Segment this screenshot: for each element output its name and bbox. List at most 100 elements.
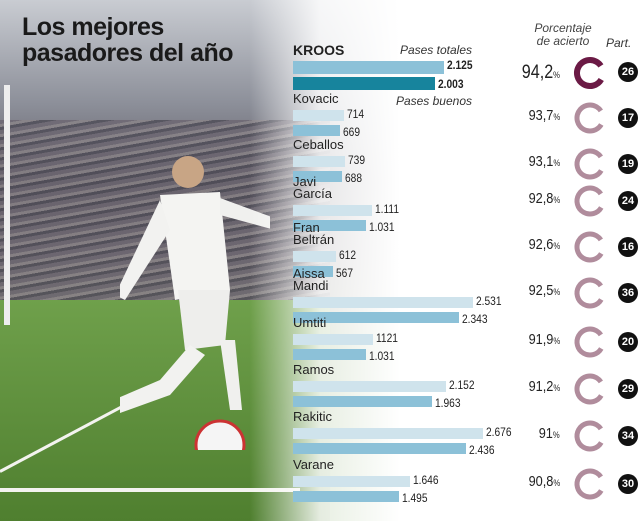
label-good-passes: 1.031	[369, 220, 395, 234]
bar-total-passes	[293, 297, 473, 308]
accuracy-value: 93,1%	[528, 153, 560, 170]
player-row: Aissa Mandi 2.531 2.343 92,5% 36	[293, 267, 640, 326]
bar-good-passes	[293, 396, 433, 407]
label-good-passes: 567	[336, 266, 354, 280]
accuracy-ring	[574, 468, 606, 500]
player-name: KROOS	[293, 42, 345, 58]
bar-good-passes	[293, 491, 400, 502]
accuracy-value: 91,2%	[528, 378, 560, 395]
accuracy-unit: %	[553, 112, 560, 122]
bar-good-passes	[293, 171, 342, 182]
accuracy-ring	[574, 148, 606, 180]
label-total-passes: 714	[346, 107, 364, 121]
accuracy-number: 92,6	[528, 236, 554, 253]
accuracy-ring	[574, 231, 606, 263]
player-name: Rakitic	[293, 409, 333, 424]
accuracy-value: 91,9%	[528, 331, 560, 348]
accuracy-value: 93,7%	[528, 107, 560, 124]
bar-total-passes	[293, 428, 483, 439]
legend-total: Pases totales	[399, 43, 472, 57]
label-total-passes: 2.531	[475, 294, 502, 308]
accuracy-value: 92,8%	[528, 190, 560, 207]
legend-good: Pases buenos	[395, 94, 472, 108]
player-row: Rakitic 2.676 2.436 91% 34	[293, 409, 640, 457]
player-row: Ramos 2.152 1.963 91,2% 29	[293, 362, 640, 410]
bar-good-passes	[293, 220, 367, 231]
accuracy-unit: %	[553, 158, 560, 168]
accuracy-number: 92,8	[528, 190, 554, 207]
bar-total-passes	[293, 334, 373, 345]
matches-badge: 19	[618, 154, 638, 174]
accuracy-unit: %	[553, 70, 560, 80]
matches-badge: 30	[618, 474, 638, 494]
accuracy-number: 91,9	[528, 331, 554, 348]
player-row: Fran Beltrán 612 567 92,6% 16	[293, 220, 640, 280]
accuracy-number: 94,2	[521, 62, 554, 83]
bar-good-passes	[293, 443, 466, 454]
accuracy-value: 92,5%	[528, 282, 560, 299]
accuracy-ring	[574, 373, 606, 405]
player-row: KROOS 2.125 2.003 94,2% 26	[293, 42, 640, 91]
header-matches: Part.	[606, 36, 632, 50]
bar-total-passes	[293, 156, 346, 167]
accuracy-unit: %	[553, 336, 560, 346]
label-total-passes: 612	[339, 248, 357, 262]
bar-good-passes	[293, 312, 460, 323]
bar-good-passes	[293, 266, 334, 277]
label-good-passes: 2.436	[468, 443, 495, 457]
matches-badge: 26	[618, 62, 638, 82]
player-row: Varane 1.646 1.495 90,8% 30	[293, 457, 640, 505]
accuracy-value: 94,2%	[522, 62, 560, 84]
player-name: Varane	[293, 457, 334, 472]
matches-badge: 17	[618, 108, 638, 128]
accuracy-unit: %	[553, 241, 560, 251]
accuracy-number: 93,7	[528, 107, 554, 124]
label-total-passes: 2.676	[485, 425, 512, 439]
label-good-passes: 669	[343, 125, 361, 139]
player-name: Umtiti	[293, 315, 327, 330]
matches-badge: 24	[618, 191, 638, 211]
matches-badge: 34	[618, 426, 638, 446]
accuracy-number: 93,1	[528, 153, 554, 170]
player-name: Ramos	[293, 362, 335, 377]
accuracy-ring	[574, 102, 606, 134]
label-good-passes: 1.495	[402, 491, 428, 505]
accuracy-value: 92,6%	[528, 236, 560, 253]
matches-badge: 16	[618, 237, 638, 257]
matches-badge: 29	[618, 379, 638, 399]
bar-total-passes	[293, 110, 344, 121]
accuracy-unit: %	[553, 383, 560, 393]
accuracy-unit: %	[553, 195, 560, 205]
bar-total-passes	[293, 205, 372, 216]
label-total-passes: 2.152	[448, 378, 475, 392]
label-total-passes: 2.125	[446, 58, 473, 72]
matches-badge: 36	[618, 283, 638, 303]
player-row: Javi García 1.111 1.031 92,8% 24	[293, 174, 640, 234]
accuracy-ring	[574, 57, 606, 89]
label-good-passes: 2.003	[438, 77, 464, 91]
player-row: Kovacic 714 669 93,7% 17	[293, 91, 640, 139]
player-name: Fran Beltrán	[293, 220, 335, 247]
player-name: Javi García	[293, 174, 333, 201]
bar-good-passes	[293, 77, 436, 90]
bar-good-passes	[293, 125, 341, 136]
label-good-passes: 1.031	[369, 349, 395, 363]
label-total-passes: 1.111	[374, 202, 399, 216]
bar-good-passes	[293, 349, 367, 360]
accuracy-number: 90,8	[528, 473, 554, 490]
accuracy-ring	[574, 185, 606, 217]
player-row: Umtiti 1121 1.031 91,9% 20	[293, 315, 640, 363]
bar-total-passes	[293, 61, 444, 74]
accuracy-value: 91%	[539, 425, 560, 442]
accuracy-number: 92,5	[528, 282, 554, 299]
chart-title: Los mejores pasadores del año	[22, 13, 234, 67]
header-accuracy: Porcentaje de acierto	[534, 21, 592, 48]
label-total-passes: 739	[348, 153, 366, 167]
player-name: Kovacic	[293, 91, 339, 106]
accuracy-value: 90,8%	[528, 473, 560, 490]
accuracy-ring	[574, 420, 606, 452]
bar-total-passes	[293, 476, 410, 487]
label-good-passes: 688	[344, 171, 362, 185]
player-row: Ceballos 739 688 93,1% 19	[293, 138, 640, 185]
accuracy-ring	[574, 326, 606, 358]
